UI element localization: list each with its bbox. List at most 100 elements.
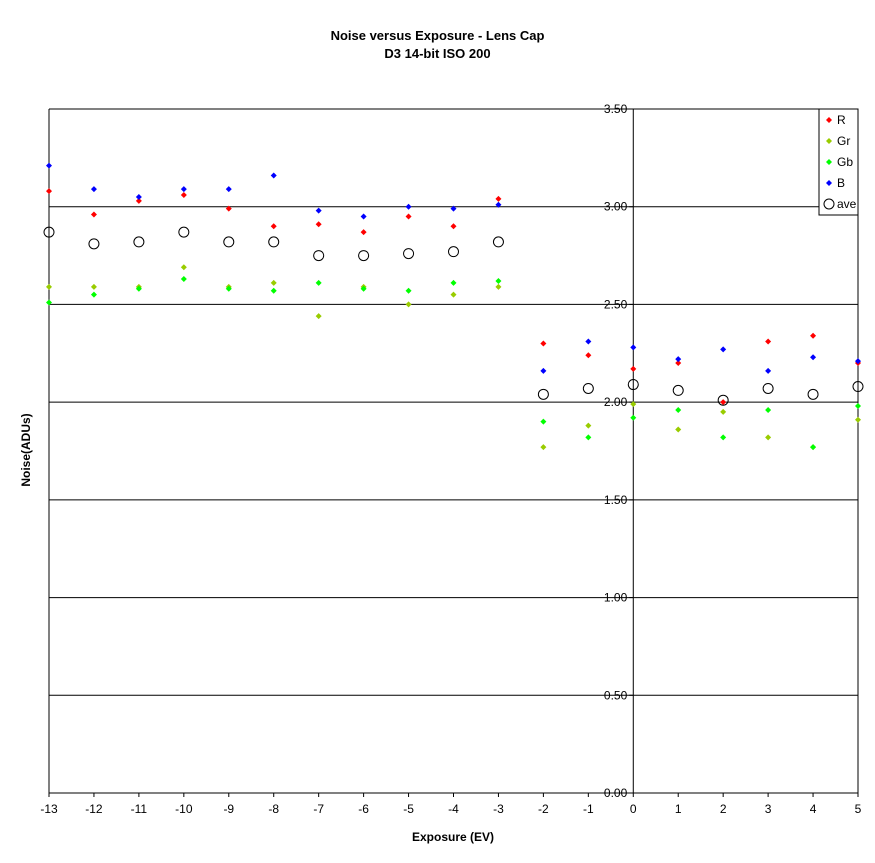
point-r (585, 352, 592, 359)
legend-marker-ave (823, 198, 835, 210)
point-r (450, 223, 457, 230)
x-tick-label: 5 (855, 802, 862, 816)
point-gr (765, 434, 772, 441)
x-tick-label: 1 (675, 802, 682, 816)
x-tick-label: -12 (85, 802, 103, 816)
point-r (270, 223, 277, 230)
point-b (675, 356, 682, 363)
x-tick-label: -6 (358, 802, 369, 816)
point-ave (627, 379, 639, 391)
legend-label-ave: ave (837, 197, 857, 211)
point-ave (133, 236, 145, 248)
chart-subtitle: D3 14-bit ISO 200 (384, 46, 491, 61)
point-gr (495, 283, 502, 290)
point-gr (630, 401, 637, 408)
chart-title: Noise versus Exposure - Lens Cap (330, 28, 545, 43)
point-b (405, 203, 412, 210)
x-tick-label: 3 (765, 802, 772, 816)
legend-label-gr: Gr (837, 134, 850, 148)
point-ave (762, 382, 774, 394)
point-ave (807, 388, 819, 400)
x-tick-label: -7 (313, 802, 324, 816)
point-gr (450, 291, 457, 298)
y-tick-label: 3.50 (604, 102, 628, 116)
point-ave (268, 236, 280, 248)
point-b (135, 193, 142, 200)
point-b (720, 346, 727, 353)
legend-label-b: B (837, 176, 845, 190)
point-b (810, 354, 817, 361)
y-tick-label: 1.00 (604, 591, 628, 605)
x-tick-labels: -13 -12 -11 -10 -9 -8 -7 -6 -5 -4 -3 -2 -1 0 1 2 3 4 5 (40, 802, 861, 816)
point-gb (720, 434, 727, 441)
x-tick-label: 4 (810, 802, 817, 816)
x-tick-label: 0 (630, 802, 637, 816)
point-gb (495, 277, 502, 284)
point-gr (720, 408, 727, 415)
x-tick-label: -10 (175, 802, 193, 816)
point-gb (135, 285, 142, 292)
x-tick-label: -13 (40, 802, 58, 816)
point-ave (672, 384, 684, 396)
point-b (450, 205, 457, 212)
point-gb (450, 279, 457, 286)
x-tick-label: -11 (131, 802, 148, 816)
point-gb (360, 285, 367, 292)
point-r (540, 340, 547, 347)
y-tick-label: 0.50 (604, 688, 628, 702)
point-r (225, 205, 232, 212)
point-gr (315, 313, 322, 320)
point-r (720, 399, 727, 406)
y-axis-title: Noise(ADUs) (19, 413, 33, 486)
x-tick-label: -2 (538, 802, 549, 816)
point-ave (537, 388, 549, 400)
legend-marker-gr (826, 138, 832, 144)
point-r (135, 197, 142, 204)
point-ave (852, 381, 864, 393)
point-gr (180, 264, 187, 271)
y-tick-label: 2.00 (604, 395, 628, 409)
point-r (405, 213, 412, 220)
point-b (630, 344, 637, 351)
x-tick-label: -4 (448, 802, 459, 816)
point-ave (582, 382, 594, 394)
point-ave (448, 246, 459, 258)
legend-label-r: R (837, 113, 846, 127)
x-axis-title: Exposure (EV) (412, 830, 494, 844)
point-gb (585, 434, 592, 441)
legend-label-gb: Gb (837, 155, 853, 169)
y-tick-label: 2.50 (604, 297, 628, 311)
point-b (495, 201, 502, 208)
point-ave (492, 236, 504, 248)
point-b (540, 367, 547, 374)
point-r (495, 195, 502, 202)
point-r (360, 229, 367, 236)
point-gb (225, 285, 232, 292)
point-ave (717, 394, 729, 406)
point-gb (855, 403, 861, 410)
point-b (270, 172, 277, 179)
point-gb (270, 287, 277, 294)
point-gr (90, 283, 97, 290)
legend-marker-b (826, 180, 832, 186)
x-tick-label: -8 (268, 802, 279, 816)
y-tick-label: 1.50 (604, 493, 628, 507)
point-gb (405, 287, 412, 294)
point-gb (540, 418, 547, 425)
point-ave (178, 226, 190, 238)
x-tick-label: -5 (403, 802, 414, 816)
point-b (46, 162, 52, 169)
point-gr (540, 444, 547, 451)
point-r (315, 221, 322, 228)
legend-marker-gb (826, 159, 832, 165)
y-tick-label: 0.00 (604, 786, 628, 800)
point-gb (765, 406, 772, 413)
point-b (225, 186, 232, 193)
point-gb (675, 406, 682, 413)
point-gb (90, 291, 97, 298)
x-tick-label: -1 (583, 802, 594, 816)
point-ave (403, 248, 415, 260)
legend-marker-r (826, 117, 832, 123)
point-r (46, 188, 52, 195)
